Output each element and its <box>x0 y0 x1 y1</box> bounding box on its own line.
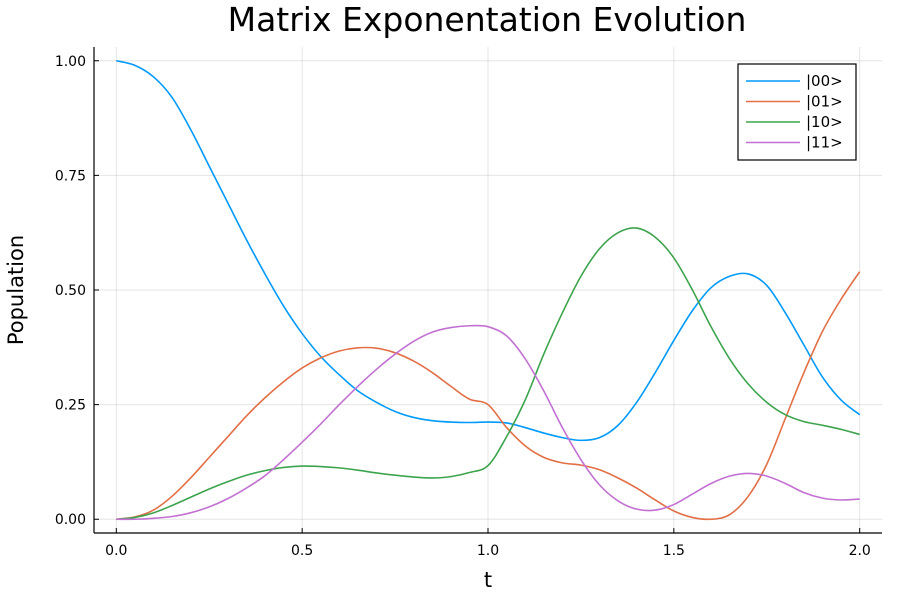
x-tick-label-2: 1.0 <box>477 543 499 559</box>
y-tick-label-0: 0.00 <box>55 512 86 528</box>
chart-title: Matrix Exponentation Evolution <box>228 0 747 39</box>
y-tick-label-1: 0.25 <box>55 398 86 414</box>
series <box>116 59 861 521</box>
x-tick-label-1: 0.5 <box>291 543 313 559</box>
legend-label-1: |01> <box>806 93 843 111</box>
legend-box <box>737 63 857 161</box>
legend-label-3: |11> <box>806 134 843 152</box>
y-tick-label-2: 0.50 <box>55 283 86 299</box>
y-tick-label-3: 0.75 <box>55 168 86 184</box>
series-line-1 <box>116 271 861 521</box>
y-axis-label: Population <box>4 235 28 345</box>
axes <box>93 47 882 534</box>
series-line-0 <box>116 59 861 442</box>
series-line-2 <box>116 227 860 521</box>
grid <box>94 47 882 533</box>
y-tick-label-4: 1.00 <box>55 54 86 70</box>
x-tick-label-0: 0.0 <box>105 543 127 559</box>
legend-label-2: |10> <box>806 113 843 131</box>
tick-labels: 0.0 0.5 1.0 1.5 2.0 0.00 0.25 0.50 0.75 1.00 <box>55 54 871 559</box>
x-tick-label-3: 1.5 <box>663 543 685 559</box>
legend: |00> |01> |10> |11> <box>737 63 857 161</box>
x-tick-label-4: 2.0 <box>849 543 871 559</box>
series-line-3 <box>116 324 860 521</box>
legend-label-0: |00> <box>806 72 843 90</box>
x-axis-label: t <box>484 568 492 592</box>
